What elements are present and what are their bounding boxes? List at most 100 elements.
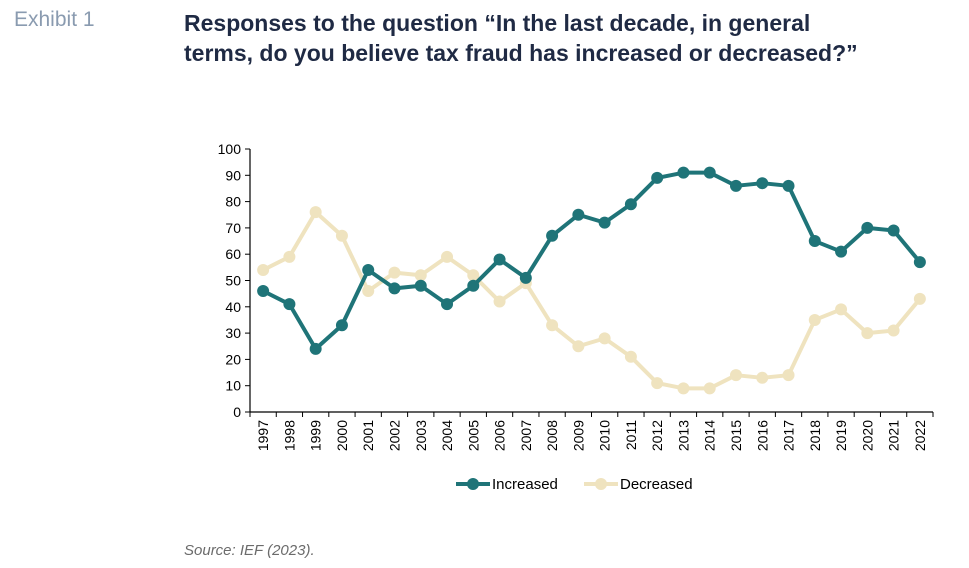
series-line-increased [261, 170, 922, 351]
legend-item-increased: Increased [456, 476, 558, 493]
data-point-decreased [335, 229, 348, 242]
data-point-increased [572, 208, 585, 221]
y-tick-label: 90 [225, 167, 241, 183]
chart-title: Responses to the question “In the last d… [184, 10, 858, 66]
x-tick-label: 2022 [912, 420, 928, 451]
legend-label: Increased [492, 476, 558, 493]
series-increased [257, 166, 926, 355]
series-line-decreased [261, 210, 922, 391]
data-point-increased [388, 282, 401, 295]
y-tick-label: 30 [225, 325, 241, 341]
legend-swatch-marker [467, 478, 479, 490]
x-tick-label: 2000 [334, 420, 350, 451]
data-point-increased [493, 253, 506, 266]
data-point-increased [257, 285, 270, 298]
x-tick-label: 2004 [439, 420, 455, 451]
x-tick-label: 2005 [465, 420, 481, 451]
x-tick-label: 2020 [859, 420, 875, 451]
y-tick-label: 50 [225, 273, 241, 289]
data-point-decreased [651, 377, 664, 390]
data-point-increased [598, 216, 611, 229]
x-tick-label: 2019 [833, 420, 849, 451]
x-tick-label: 2021 [886, 420, 902, 451]
data-point-decreased [493, 295, 506, 308]
data-point-decreased [362, 285, 375, 298]
x-tick-label: 1999 [308, 420, 324, 451]
series-layer [257, 166, 926, 395]
data-point-decreased [467, 269, 480, 282]
data-point-increased [703, 166, 716, 179]
data-point-decreased [729, 369, 742, 382]
data-point-decreased [414, 269, 427, 282]
y-tick-label: 80 [225, 194, 241, 210]
data-point-decreased [782, 369, 795, 382]
data-point-increased [861, 221, 874, 234]
data-point-increased [808, 235, 821, 248]
exhibit-label: Exhibit 1 [14, 8, 95, 31]
data-point-increased [335, 319, 348, 332]
y-tick-label: 60 [225, 246, 241, 262]
data-point-increased [441, 298, 454, 311]
data-point-decreased [388, 266, 401, 279]
y-tick-label: 0 [233, 404, 241, 420]
data-point-decreased [598, 332, 611, 345]
data-point-decreased [624, 350, 637, 363]
data-point-decreased [808, 313, 821, 326]
data-point-increased [835, 245, 848, 258]
data-point-increased [729, 179, 742, 192]
x-tick-label: 2011 [623, 420, 639, 450]
x-tick-label: 2014 [702, 420, 718, 451]
x-tick-label: 2010 [597, 420, 613, 451]
x-tick-label: 2017 [781, 420, 797, 451]
data-point-increased [913, 256, 926, 269]
x-tick-label: 2007 [518, 420, 534, 451]
data-point-increased [756, 177, 769, 190]
x-tick-label: 2015 [728, 420, 744, 451]
data-point-decreased [835, 303, 848, 316]
data-point-increased [362, 263, 375, 276]
data-point-increased [283, 298, 296, 311]
data-point-decreased [703, 382, 716, 395]
data-point-increased [519, 271, 532, 284]
series-decreased [257, 206, 926, 395]
y-tick-label: 70 [225, 220, 241, 236]
x-tick-label: 2009 [570, 420, 586, 451]
data-point-increased [467, 279, 480, 292]
data-point-decreased [756, 371, 769, 384]
x-tick-label: 2008 [544, 420, 560, 451]
data-point-decreased [572, 340, 585, 353]
data-point-decreased [283, 250, 296, 263]
data-point-increased [651, 171, 664, 184]
legend: Increased Decreased [456, 476, 693, 493]
y-tick-label: 100 [218, 141, 242, 157]
data-point-decreased [861, 327, 874, 340]
data-point-increased [782, 179, 795, 192]
data-point-increased [546, 229, 559, 242]
x-tick-label: 1998 [281, 420, 297, 451]
data-point-decreased [887, 324, 900, 337]
data-point-increased [624, 198, 637, 211]
x-tick-label: 2001 [360, 420, 376, 451]
x-tick-label: 2018 [807, 420, 823, 451]
x-tick-label: 2003 [413, 420, 429, 451]
y-tick-label: 20 [225, 351, 241, 367]
data-point-increased [414, 279, 427, 292]
x-tick-label: 2002 [386, 420, 402, 451]
data-point-decreased [257, 263, 270, 276]
axes: 0 10 20 30 40 50 60 70 80 90 100 1997 1998 1999 2000 20… [218, 141, 934, 451]
data-point-decreased [546, 319, 559, 332]
legend-item-decreased: Decreased [584, 476, 693, 493]
x-tick-label: 2013 [675, 420, 691, 451]
y-tick-label: 10 [225, 378, 241, 394]
x-tick-label: 2012 [649, 420, 665, 451]
data-point-increased [309, 342, 322, 355]
legend-label: Decreased [620, 476, 693, 493]
source-note: Source: IEF (2023). [184, 542, 315, 559]
legend-swatch-marker [595, 478, 607, 490]
x-tick-label: 2016 [754, 420, 770, 451]
data-point-decreased [677, 382, 690, 395]
y-tick-label: 40 [225, 299, 241, 315]
data-point-increased [677, 166, 690, 179]
data-point-increased [887, 224, 900, 237]
x-tick-label: 1997 [255, 420, 271, 451]
